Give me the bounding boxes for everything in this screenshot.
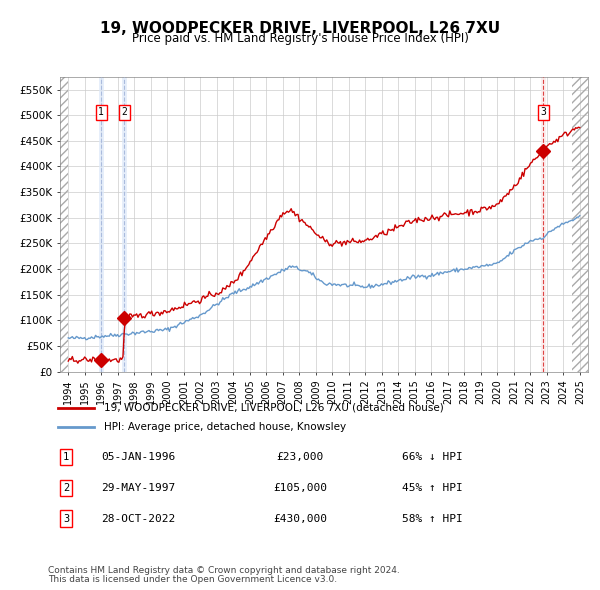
Text: 58% ↑ HPI: 58% ↑ HPI <box>401 514 463 523</box>
Text: Price paid vs. HM Land Registry's House Price Index (HPI): Price paid vs. HM Land Registry's House … <box>131 32 469 45</box>
Text: £430,000: £430,000 <box>273 514 327 523</box>
Bar <box>99 77 104 372</box>
Text: 45% ↑ HPI: 45% ↑ HPI <box>401 483 463 493</box>
Bar <box>571 77 588 372</box>
Text: 2: 2 <box>121 107 127 117</box>
Text: £105,000: £105,000 <box>273 483 327 493</box>
Text: 05-JAN-1996: 05-JAN-1996 <box>101 453 175 462</box>
Text: 3: 3 <box>63 514 69 523</box>
Text: 1: 1 <box>63 453 69 462</box>
Bar <box>571 77 588 372</box>
Text: 1: 1 <box>98 107 104 117</box>
Text: 19, WOODPECKER DRIVE, LIVERPOOL, L26 7XU: 19, WOODPECKER DRIVE, LIVERPOOL, L26 7XU <box>100 21 500 35</box>
Bar <box>60 77 68 372</box>
Text: 3: 3 <box>541 107 547 117</box>
Text: HPI: Average price, detached house, Knowsley: HPI: Average price, detached house, Know… <box>104 422 346 432</box>
Bar <box>60 77 68 372</box>
Text: 2: 2 <box>63 483 69 493</box>
Text: 19, WOODPECKER DRIVE, LIVERPOOL, L26 7XU (detached house): 19, WOODPECKER DRIVE, LIVERPOOL, L26 7XU… <box>104 403 444 412</box>
Text: Contains HM Land Registry data © Crown copyright and database right 2024.: Contains HM Land Registry data © Crown c… <box>48 566 400 575</box>
Bar <box>541 77 546 372</box>
Text: This data is licensed under the Open Government Licence v3.0.: This data is licensed under the Open Gov… <box>48 575 337 584</box>
Text: 28-OCT-2022: 28-OCT-2022 <box>101 514 175 523</box>
Bar <box>122 77 127 372</box>
Text: £23,000: £23,000 <box>277 453 323 462</box>
Text: 66% ↓ HPI: 66% ↓ HPI <box>401 453 463 462</box>
Text: 29-MAY-1997: 29-MAY-1997 <box>101 483 175 493</box>
